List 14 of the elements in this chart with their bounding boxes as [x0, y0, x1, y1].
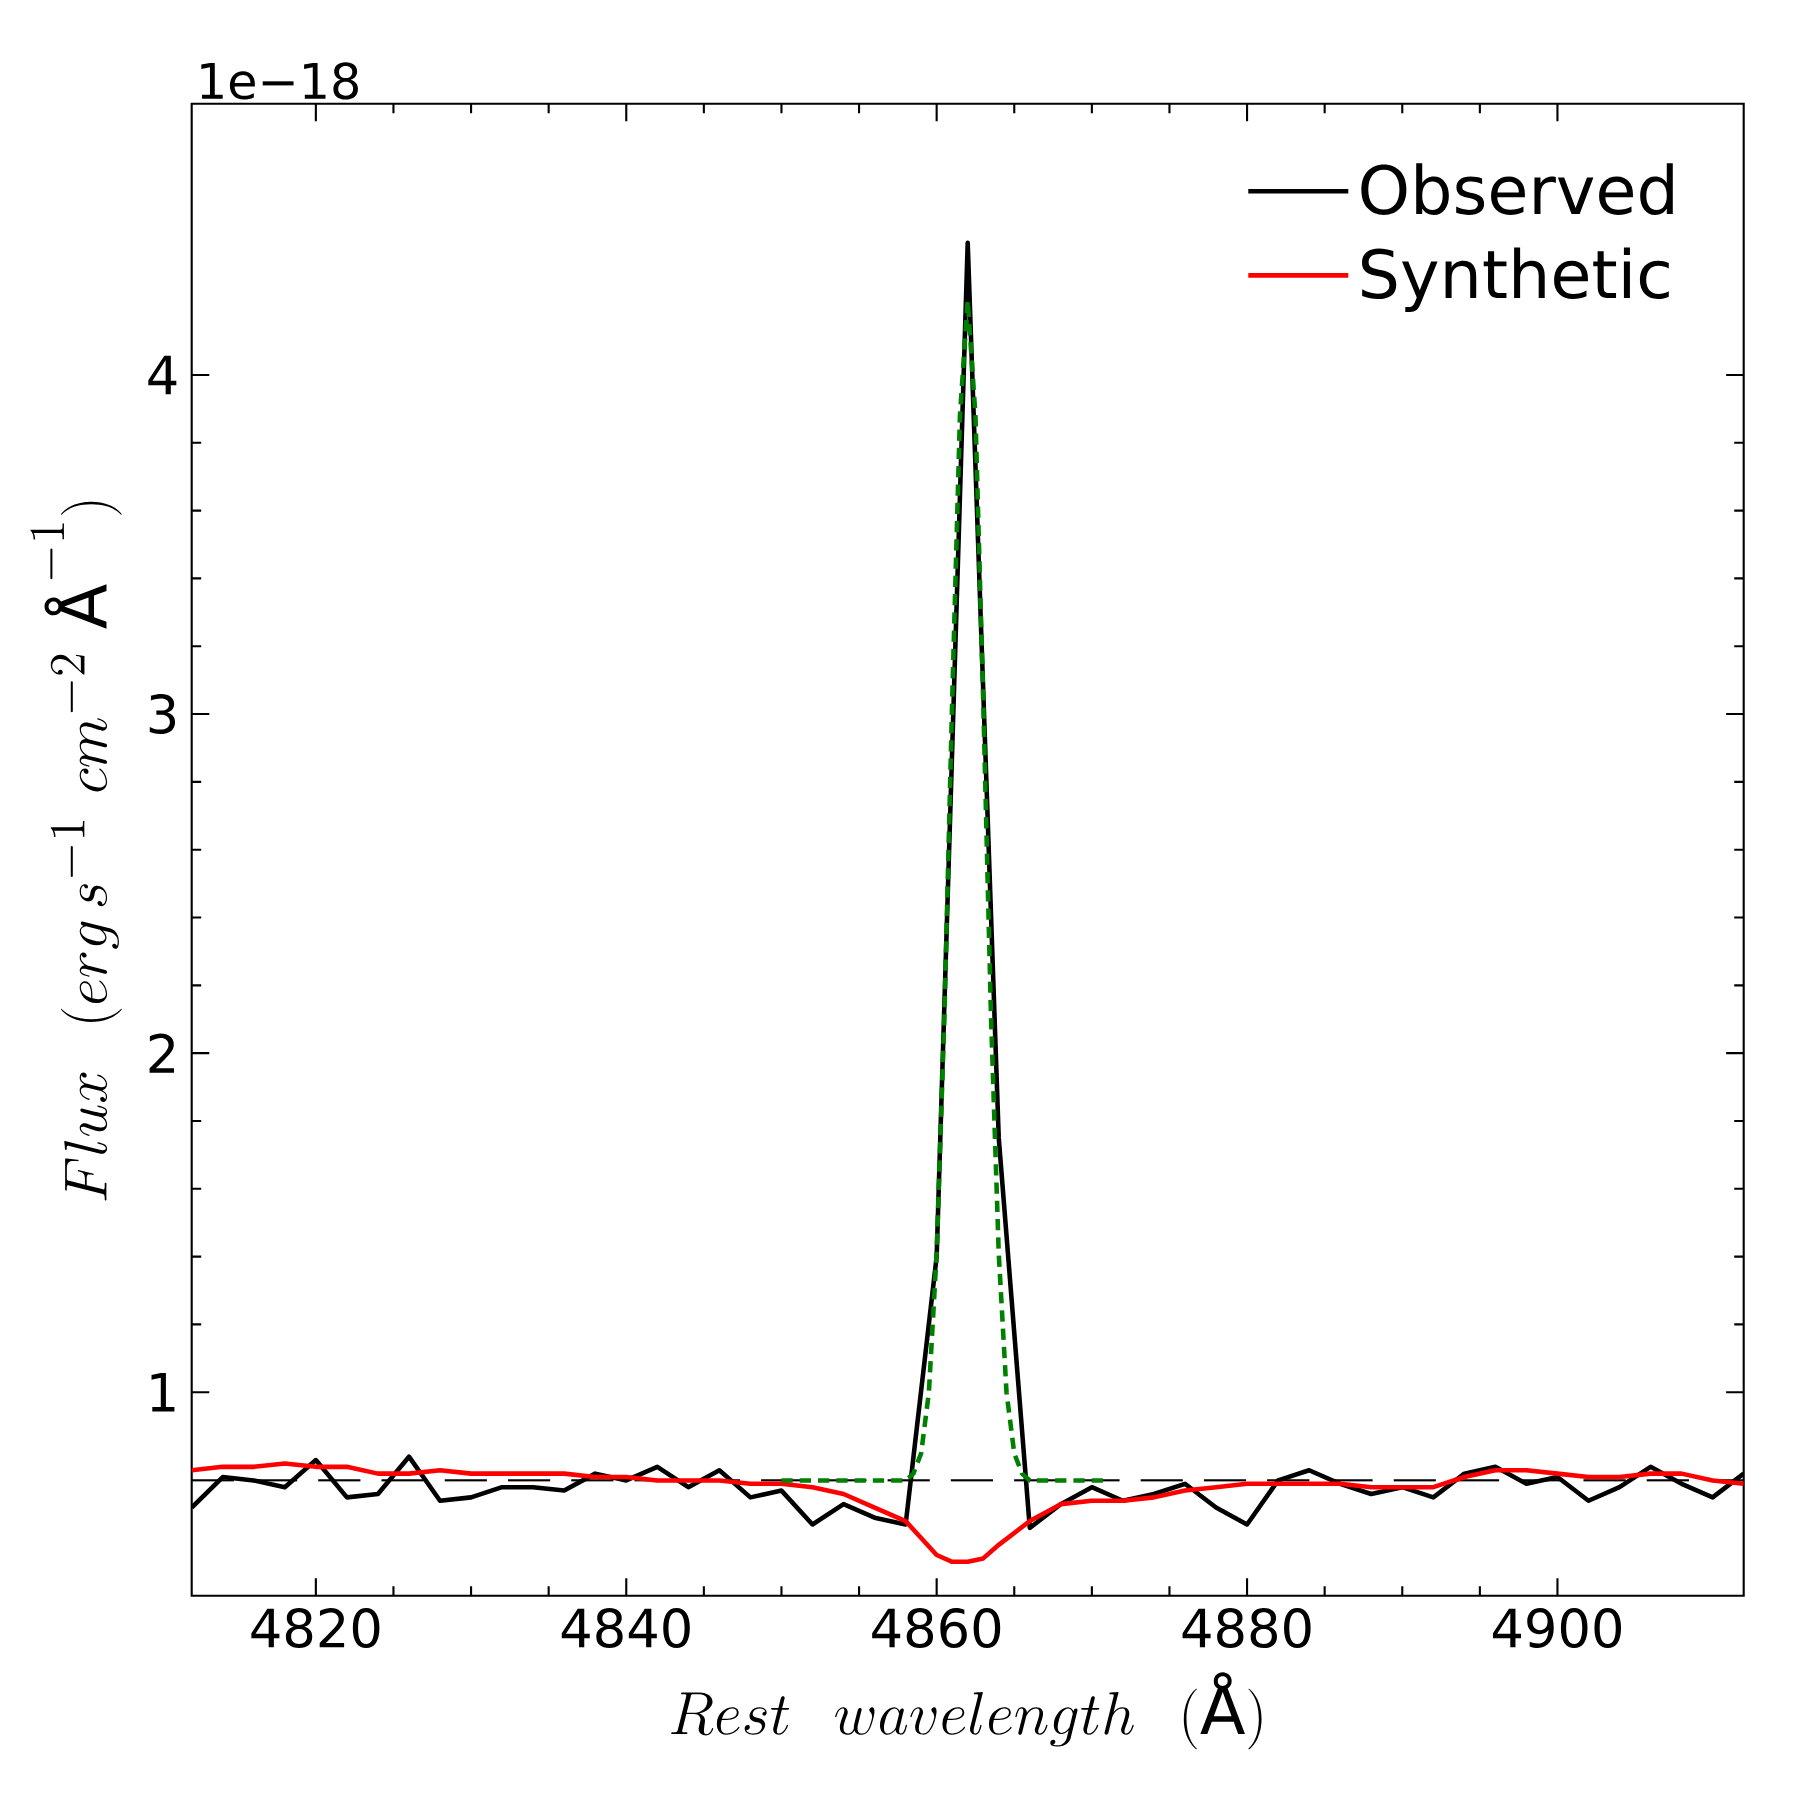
legend-label: Synthetic [1362, 247, 1669, 312]
x-tick-label: 4880 [1182, 1608, 1311, 1649]
y-tick-label: 4 [148, 355, 177, 395]
x-tick-label: 4820 [251, 1608, 380, 1649]
x-tick-label: 4840 [561, 1608, 690, 1649]
x-tick-label: 4900 [1492, 1608, 1622, 1649]
y-tick-label: 1 [151, 1373, 175, 1412]
x-axis-title: $Rest\ \ wavelength\ \ (\mbox{\AA})$ [671, 1672, 1262, 1750]
y-tick-label: 3 [149, 694, 176, 735]
text: 1e−18 [201, 62, 358, 100]
y-tick-label: 2 [149, 1033, 175, 1073]
y-axis-title: $Flux\ \ (erg\,s^{-1}\ cm^{-2}\ \mbox{\AA}^{-1})$ [30, 501, 122, 1201]
legend-label: Observed [1361, 163, 1673, 215]
x-tick-label: 4860 [872, 1608, 1001, 1649]
